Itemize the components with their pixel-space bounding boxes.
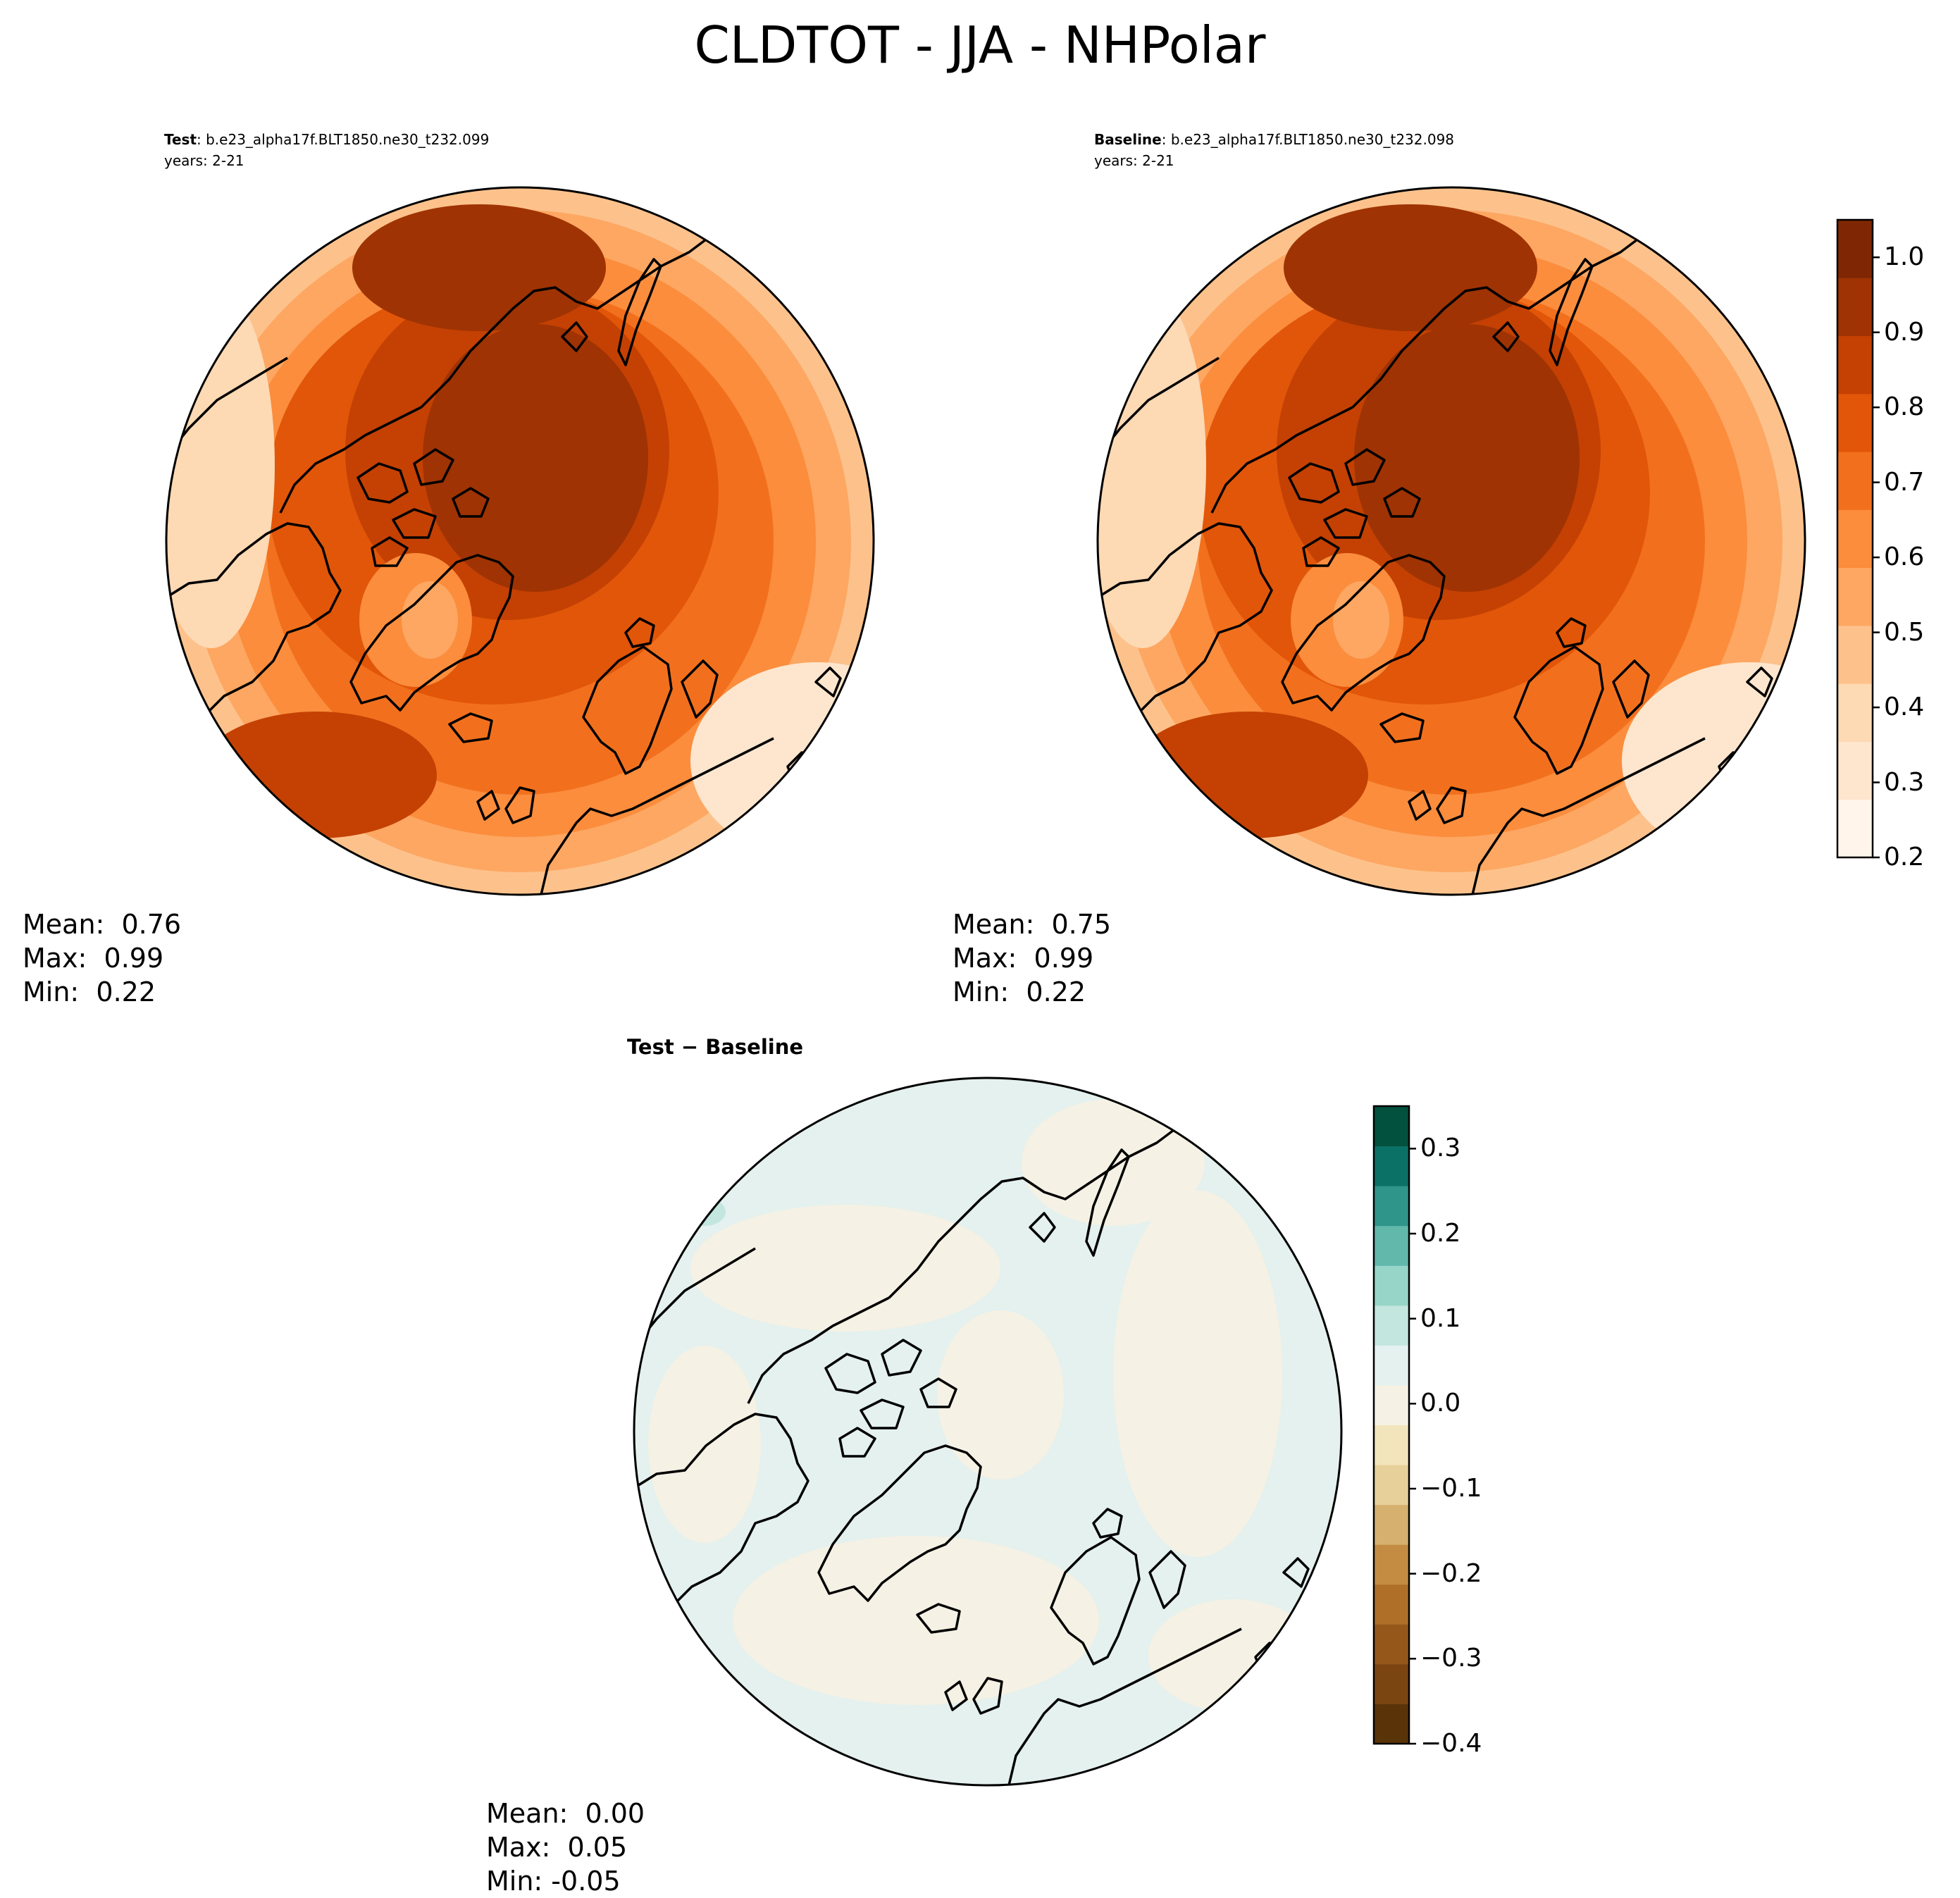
diff-max: Max: 0.05 [486, 1832, 628, 1863]
diff-colorbar-tick-label: −0.2 [1420, 1558, 1482, 1588]
test-max: Max: 0.99 [23, 943, 164, 974]
diff-colorbar-swatch [1374, 1305, 1409, 1346]
test-mean: Mean: 0.76 [23, 909, 182, 940]
diff-title: Test − Baseline [627, 1035, 804, 1059]
diff-colorbar-tick-label: 0.2 [1420, 1219, 1461, 1248]
diff-colorbar-tick-label: 0.0 [1420, 1389, 1461, 1418]
diff-colorbar-swatch [1374, 1186, 1409, 1227]
diff-colorbar-swatch [1374, 1704, 1409, 1744]
main-colorbar [1836, 218, 1880, 859]
main-colorbar-tick-label: 0.4 [1884, 693, 1925, 722]
test-label: Test [164, 131, 197, 148]
main-colorbar-frame [1836, 218, 1874, 859]
test-min: Min: 0.22 [23, 976, 156, 1007]
main-colorbar-swatch [1837, 567, 1873, 626]
diff-colorbar-tick-label: −0.1 [1420, 1474, 1482, 1503]
diff-mean: Mean: 0.00 [486, 1798, 645, 1829]
main-colorbar-swatch [1837, 220, 1873, 278]
diff-colorbar-tick-label: −0.4 [1420, 1729, 1482, 1758]
figure-title: CLDTOT - JJA - NHPolar [694, 15, 1266, 75]
test-years: years: 2-21 [164, 152, 244, 169]
main-colorbar-tick-label: 0.8 [1884, 392, 1925, 422]
baseline-case-title: Baseline: b.e23_alpha17f.BLT1850.ne30_t2… [1094, 132, 1454, 147]
main-colorbar-swatch [1837, 393, 1873, 452]
main-colorbar-tick-label: 0.9 [1884, 317, 1925, 347]
baseline-min: Min: 0.22 [953, 976, 1086, 1007]
test-case-name: : b.e23_alpha17f.BLT1850.ne30_t232.099 [197, 131, 490, 148]
main-colorbar-swatch [1837, 799, 1873, 858]
diff-colorbar-tick-label: 0.3 [1420, 1134, 1461, 1163]
diff-colorbar-swatch [1374, 1544, 1409, 1585]
diff-colorbar-swatch [1374, 1384, 1409, 1425]
main-colorbar-tick-label: 0.3 [1884, 767, 1925, 797]
main-colorbar-tick-label: 0.6 [1884, 542, 1925, 572]
main-colorbar-swatch [1837, 741, 1873, 800]
main-colorbar-swatch [1837, 509, 1873, 569]
diff-colorbar-swatch [1374, 1345, 1409, 1386]
diff-colorbar-swatch [1374, 1465, 1409, 1506]
diff-map [633, 1077, 1343, 1787]
test-stats: Mean: 0.76 Max: 0.99 Min: 0.22 [23, 874, 181, 1009]
baseline-label: Baseline [1094, 131, 1162, 148]
diff-colorbar-swatch [1374, 1225, 1409, 1266]
diff-stats: Mean: 0.00 Max: 0.05 Min: -0.05 [486, 1763, 645, 1898]
main-colorbar-swatch [1837, 335, 1873, 395]
baseline-mean: Mean: 0.75 [953, 909, 1112, 940]
main-colorbar-swatch [1837, 452, 1873, 510]
main-colorbar-tick-label: 0.5 [1884, 617, 1925, 647]
diff-colorbar-swatch [1374, 1624, 1409, 1665]
diff-colorbar-swatch [1374, 1146, 1409, 1186]
baseline-map [1096, 186, 1806, 896]
test-map [165, 186, 875, 896]
diff-colorbar [1372, 1105, 1416, 1745]
diff-colorbar-swatch [1374, 1584, 1409, 1625]
main-colorbar-swatch [1837, 278, 1873, 337]
diff-colorbar-swatch [1374, 1663, 1409, 1704]
main-colorbar-tick-label: 0.7 [1884, 467, 1925, 497]
baseline-case-name: : b.e23_alpha17f.BLT1850.ne30_t232.098 [1161, 131, 1455, 148]
baseline-max: Max: 0.99 [953, 943, 1094, 974]
main-colorbar-swatch [1837, 625, 1873, 684]
diff-colorbar-frame [1372, 1105, 1410, 1745]
main-colorbar-tick-label: 1.0 [1884, 242, 1925, 272]
diff-colorbar-swatch [1374, 1106, 1409, 1147]
diff-colorbar-swatch [1374, 1425, 1409, 1465]
diff-colorbar-tick-label: 0.1 [1420, 1303, 1461, 1333]
diff-min: Min: -0.05 [486, 1866, 621, 1897]
test-case-title: Test: b.e23_alpha17f.BLT1850.ne30_t232.0… [164, 132, 489, 147]
main-colorbar-tick-label: 0.2 [1884, 843, 1925, 872]
diff-colorbar-swatch [1374, 1265, 1409, 1306]
diff-colorbar-tick-label: −0.3 [1420, 1644, 1482, 1673]
diff-colorbar-swatch [1374, 1504, 1409, 1545]
baseline-stats: Mean: 0.75 Max: 0.99 Min: 0.22 [953, 874, 1111, 1009]
baseline-years: years: 2-21 [1094, 152, 1174, 169]
main-colorbar-swatch [1837, 683, 1873, 742]
